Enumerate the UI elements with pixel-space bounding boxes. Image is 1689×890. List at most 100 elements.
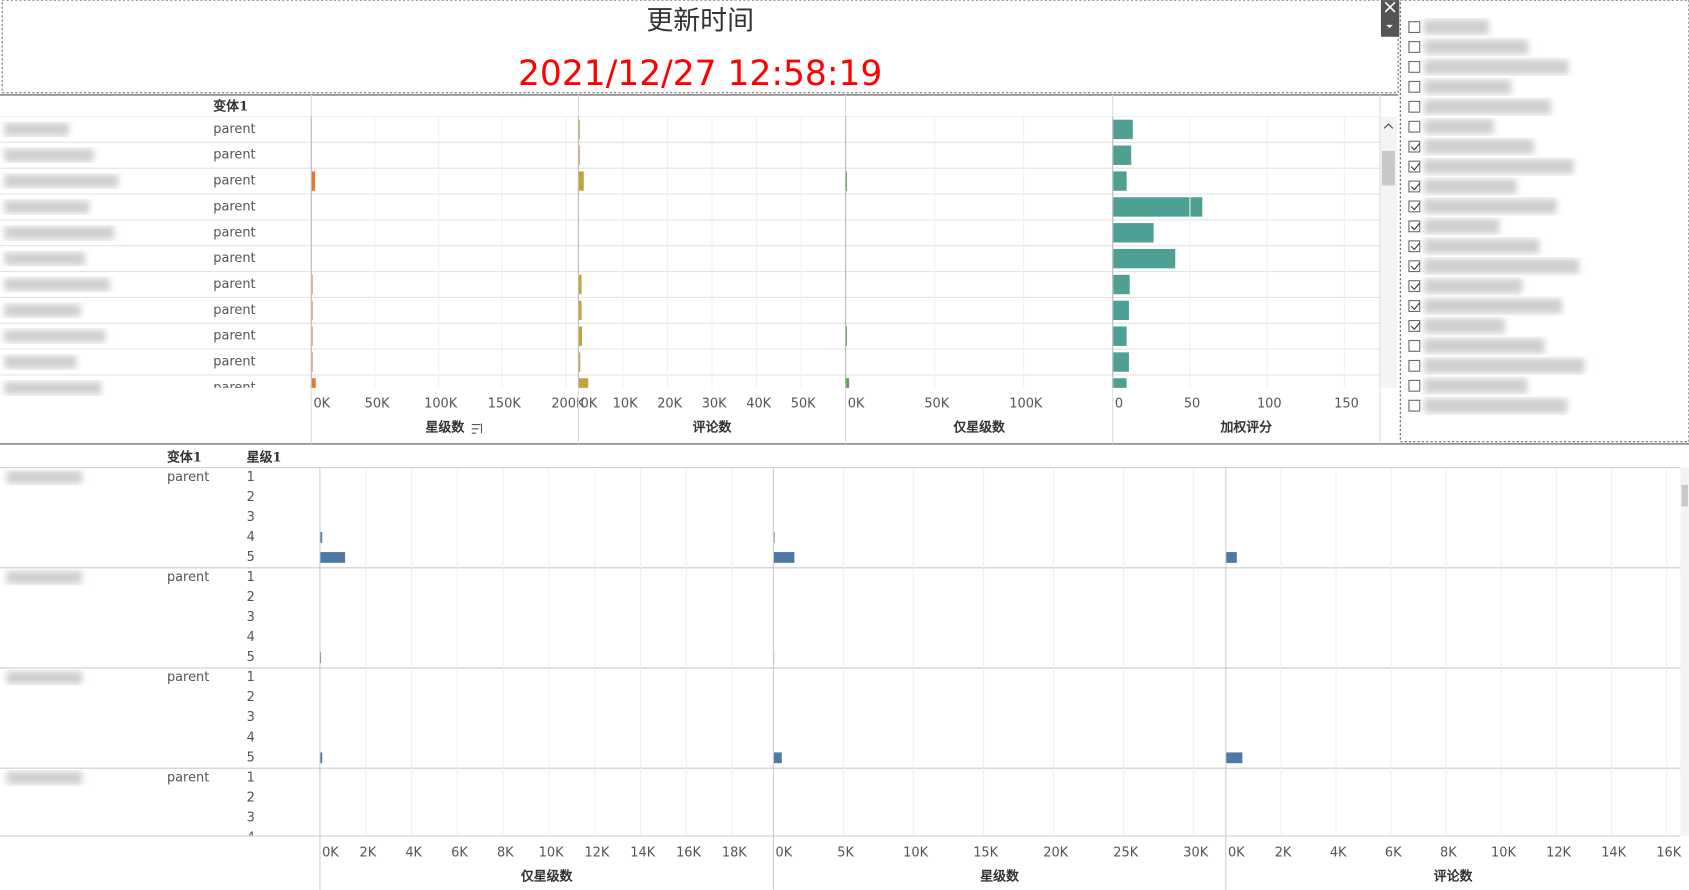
close-icon [1384, 1, 1396, 13]
axis-title: 仅星级数 [520, 868, 573, 884]
x-tick-label: 4K [1330, 846, 1347, 861]
blurred-label [4, 329, 106, 343]
blurred-label [1424, 238, 1540, 254]
checkbox [1408, 399, 1421, 412]
bar [311, 378, 316, 388]
title-frame [1, 0, 1399, 94]
x-tick-label: 8K [497, 846, 514, 861]
x-tick-label: 16K [1656, 846, 1681, 861]
scrollbar[interactable] [1680, 467, 1689, 837]
blurred-label [4, 200, 90, 214]
scroll-thumb[interactable] [1382, 150, 1395, 186]
checkbox [1408, 180, 1421, 193]
axis-title: 评论数 [1434, 868, 1473, 884]
blurred-label [1424, 338, 1545, 354]
row-label: parent [213, 277, 255, 292]
bar [578, 145, 580, 165]
blurred-label [6, 470, 82, 484]
x-tick-label: 0 [1115, 397, 1123, 412]
checkbox [1408, 140, 1421, 153]
timestamp: 2021/12/27 12:58:19 [518, 54, 882, 94]
x-tick-label: 12K [1546, 846, 1571, 861]
axis-title: 星级数 [426, 419, 465, 435]
checkbox [1408, 300, 1421, 312]
bar [773, 532, 775, 543]
menu-icon [1386, 24, 1393, 29]
blurred-label [1424, 139, 1534, 155]
blurred-label [1424, 258, 1580, 274]
blurred-label [4, 355, 77, 369]
checkbox [1408, 320, 1421, 332]
x-tick-label: 0K [322, 846, 339, 861]
row-label: parent [213, 303, 255, 318]
bar [1112, 378, 1127, 388]
checkbox [1408, 41, 1421, 53]
check-mark [1410, 282, 1421, 291]
blurred-label [1424, 398, 1568, 414]
checkbox [1408, 120, 1421, 133]
row-label: parent [213, 148, 255, 163]
x-tick-label: 2K [360, 846, 377, 861]
row-label: 2 [247, 790, 255, 805]
check-mark [1410, 202, 1421, 211]
blurred-label [1424, 99, 1552, 115]
x-tick-label: 30K [1183, 846, 1208, 861]
row-label: 1 [247, 470, 255, 485]
bar [1225, 552, 1237, 563]
bar [1112, 119, 1133, 140]
close-button[interactable] [1380, 0, 1400, 37]
blurred-label [6, 671, 82, 685]
row-label: 3 [247, 710, 255, 725]
sort-icon [471, 423, 483, 434]
row-label: 2 [247, 690, 255, 705]
x-tick-label: 150 [1334, 397, 1359, 412]
checkbox [1408, 100, 1421, 113]
bar [1112, 223, 1154, 243]
x-tick-label: 200K [551, 397, 585, 412]
check-mark [1410, 302, 1421, 311]
check-mark [1410, 162, 1421, 171]
blurred-label [1424, 318, 1505, 334]
bar [1112, 145, 1132, 165]
row-label: 4 [247, 830, 255, 845]
blurred-label [1424, 39, 1529, 55]
x-tick-label: 100K [424, 397, 458, 412]
row-label: 3 [247, 510, 255, 525]
blurred-label [1424, 19, 1489, 35]
filter-panel [1380, 0, 1689, 443]
blurred-label [4, 148, 94, 162]
row-label: 5 [247, 550, 255, 565]
row-label: 3 [247, 610, 255, 625]
bar [1112, 171, 1127, 191]
axis-title: 加权评分 [1219, 419, 1272, 435]
blurred-label [1424, 358, 1585, 374]
group-label: parent [167, 670, 209, 685]
check-mark [1410, 143, 1421, 151]
checkbox [1408, 80, 1421, 93]
blurred-label [4, 278, 110, 291]
scroll-thumb[interactable] [1681, 484, 1688, 507]
bar [578, 171, 584, 191]
row-label: 1 [247, 570, 255, 585]
row-label: 4 [247, 530, 255, 545]
blurred-label [4, 174, 119, 188]
x-tick-label: 0K [776, 846, 793, 861]
checkbox [1408, 200, 1421, 213]
bar [578, 326, 583, 346]
blurred-label [6, 571, 82, 584]
blurred-label [4, 303, 81, 317]
x-tick-label: 18K [722, 846, 747, 861]
bar [319, 552, 346, 563]
row-label: 5 [247, 750, 255, 765]
checkbox [1408, 379, 1421, 392]
rows: parent parent parent parent parent parent pare… [0, 116, 1380, 388]
checkbox [1408, 160, 1421, 173]
x-tick-label: 10K [539, 846, 564, 861]
check-mark [1410, 182, 1421, 191]
x-tick-label: 8K [1440, 846, 1457, 861]
x-tick-label: 2K [1275, 846, 1292, 861]
blurred-label [4, 226, 115, 240]
row-label: parent [213, 225, 255, 240]
scroll-up[interactable] [1383, 123, 1394, 129]
x-tick-label: 40K [746, 397, 771, 412]
